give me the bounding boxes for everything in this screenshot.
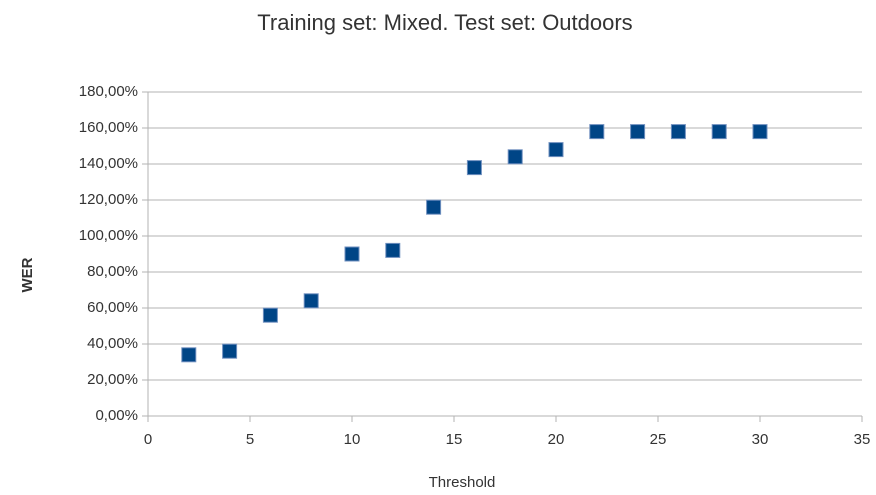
- point-marker: [303, 293, 319, 309]
- point: [181, 347, 197, 363]
- x-tick-label: 30: [752, 431, 769, 448]
- y-tick-label: 140,00%: [79, 155, 138, 172]
- point-marker: [630, 124, 646, 140]
- point: [426, 199, 442, 215]
- point-marker: [670, 124, 686, 140]
- y-tick-label: 0,00%: [95, 407, 138, 424]
- point: [303, 293, 319, 309]
- point: [344, 246, 360, 262]
- y-axis-label: WER: [19, 257, 36, 292]
- point-marker: [181, 347, 197, 363]
- point: [385, 242, 401, 258]
- y-tick-label: 40,00%: [87, 335, 138, 352]
- point: [752, 124, 768, 140]
- x-tick-label: 25: [650, 431, 667, 448]
- point-marker: [589, 124, 605, 140]
- x-tick-label: 5: [246, 431, 254, 448]
- x-tick-label: 20: [548, 431, 565, 448]
- point: [466, 160, 482, 176]
- x-tick-label: 0: [144, 431, 152, 448]
- y-tick-label: 160,00%: [79, 119, 138, 136]
- point: [548, 142, 564, 158]
- point: [630, 124, 646, 140]
- point: [670, 124, 686, 140]
- point: [222, 343, 238, 359]
- x-tick-label: 15: [446, 431, 463, 448]
- chart-title: Training set: Mixed. Test set: Outdoors: [257, 10, 632, 35]
- x-tick-label: 35: [854, 431, 871, 448]
- y-tick-label: 180,00%: [79, 83, 138, 100]
- point-marker: [711, 124, 727, 140]
- x-tick-label: 10: [344, 431, 361, 448]
- point-marker: [385, 242, 401, 258]
- point: [711, 124, 727, 140]
- y-tick-label: 80,00%: [87, 263, 138, 280]
- point-marker: [426, 199, 442, 215]
- point: [262, 307, 278, 323]
- point-marker: [262, 307, 278, 323]
- y-tick-label: 20,00%: [87, 371, 138, 388]
- point-marker: [466, 160, 482, 176]
- point-marker: [344, 246, 360, 262]
- y-tick-label: 60,00%: [87, 299, 138, 316]
- point-marker: [548, 142, 564, 158]
- point: [589, 124, 605, 140]
- point-marker: [222, 343, 238, 359]
- x-axis-label: Threshold: [429, 474, 496, 491]
- point-marker: [507, 149, 523, 165]
- y-tick-label: 100,00%: [79, 227, 138, 244]
- y-tick-label: 120,00%: [79, 191, 138, 208]
- point: [507, 149, 523, 165]
- point-marker: [752, 124, 768, 140]
